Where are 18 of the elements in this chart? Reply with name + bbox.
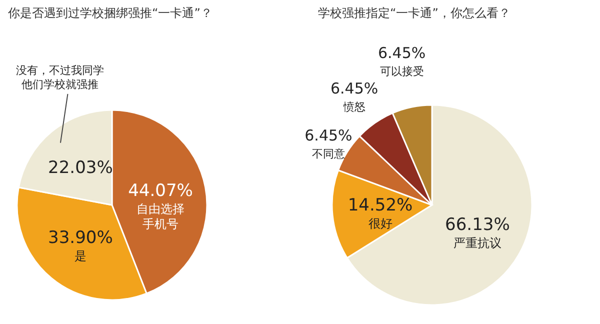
chart-title: 你是否遇到过学校捆绑强推“一卡通”？	[7, 6, 212, 20]
data-label: 33.90%	[48, 228, 113, 248]
slice-label: 很好	[368, 216, 392, 230]
slice-label: 是	[74, 249, 86, 264]
data-label: 44.07%	[128, 180, 193, 201]
data-label: 6.45%	[330, 79, 378, 98]
slice-label: 严重抗议	[453, 236, 502, 250]
slice-label: 愤怒	[342, 100, 366, 114]
data-label: 6.45%	[304, 126, 352, 144]
slice-label: 不同意	[312, 147, 345, 160]
data-label: 14.52%	[348, 195, 413, 216]
data-label: 66.13%	[445, 215, 510, 236]
data-label: 6.45%	[378, 44, 426, 62]
slice-label: 可以接受	[380, 65, 424, 78]
slice-label: 没有，不过我同学他们学校就强推	[16, 64, 104, 91]
slice-label: 自由选择手机号	[136, 202, 185, 231]
chart-title: 学校强推指定“一卡通”，你怎么看？	[318, 6, 510, 20]
data-label: 22.03%	[48, 158, 113, 178]
